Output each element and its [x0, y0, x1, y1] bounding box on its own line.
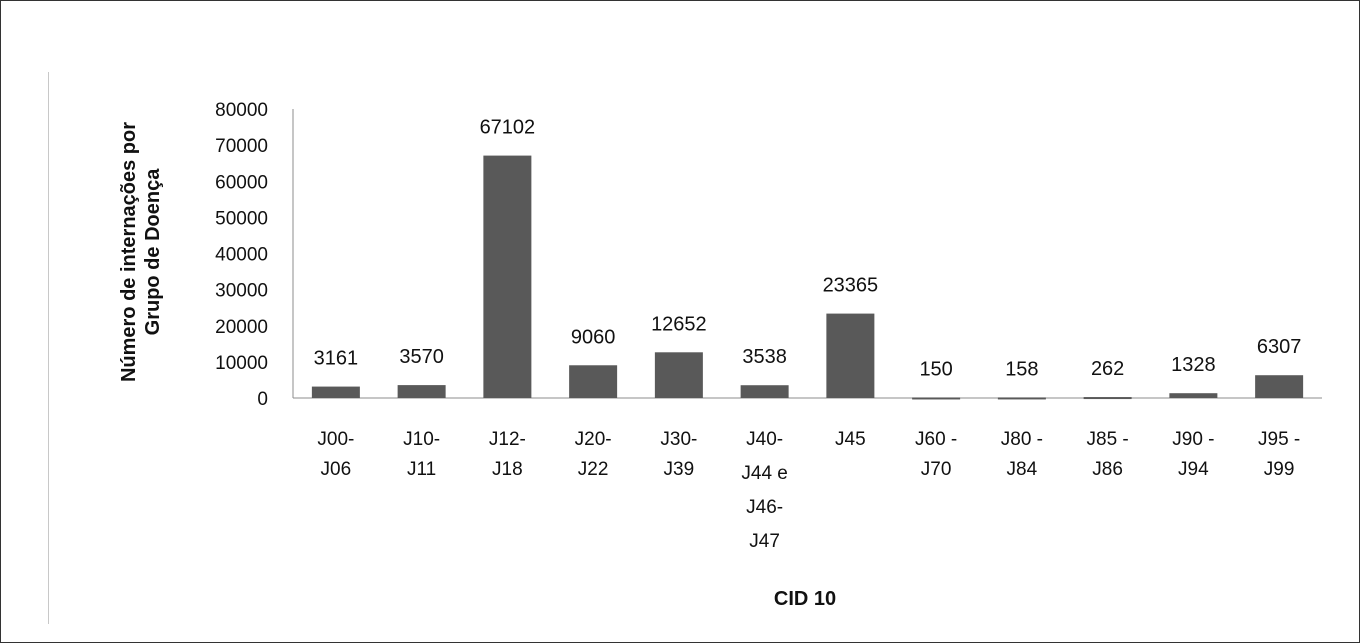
data-label: 23365 [823, 275, 879, 297]
x-tick-label: J11 [407, 459, 436, 480]
x-tick-label: J80 - [1001, 429, 1043, 450]
x-tick-label: J06 [321, 459, 352, 480]
y-tick-label: 20000 [215, 317, 268, 338]
bars [311, 155, 1304, 400]
y-tick-label: 60000 [215, 172, 268, 193]
bar [826, 313, 875, 398]
bar [397, 385, 446, 398]
y-axis-title-line: Número de internações por [118, 122, 140, 382]
x-tick-label: J47 [749, 531, 780, 552]
x-axis-tick-labels: J00- J06 J10- J11 J12- J18 J20- J22 J30- J39 J40- J… [317, 429, 1300, 552]
y-axis-title: Número de internações por Grupo de Doença [118, 122, 164, 382]
y-axis-ticks: 0 10000 20000 30000 40000 50000 60000 70000 8000… [215, 100, 268, 410]
x-tick-label: J44 e [741, 463, 787, 484]
x-tick-label: J84 [1007, 459, 1038, 480]
data-label: 67102 [480, 117, 536, 139]
data-label: 262 [1091, 358, 1124, 380]
y-tick-label: 70000 [215, 136, 268, 157]
data-label: 158 [1005, 358, 1038, 380]
x-tick-label: J22 [578, 459, 609, 480]
bar [654, 352, 703, 398]
data-label: 6307 [1257, 336, 1302, 358]
x-tick-label: J60 - [915, 429, 957, 450]
y-tick-label: 30000 [215, 281, 268, 302]
x-tick-label: J45 [835, 429, 866, 450]
x-tick-label: J95 - [1258, 429, 1300, 450]
bar [997, 397, 1046, 400]
data-label: 9060 [571, 326, 616, 348]
figure-divider [48, 72, 49, 624]
y-tick-label: 50000 [215, 208, 268, 229]
data-label: 12652 [651, 313, 707, 335]
bar [311, 386, 360, 398]
x-tick-label: J00- [317, 429, 354, 450]
x-tick-label: J10- [403, 429, 440, 450]
x-tick-label: J94 [1178, 459, 1209, 480]
x-tick-label: J99 [1264, 459, 1295, 480]
x-tick-label: J12- [489, 429, 526, 450]
x-tick-label: J18 [492, 459, 523, 480]
x-tick-label: J30- [660, 429, 697, 450]
x-tick-label: J90 - [1172, 429, 1214, 450]
bar [740, 385, 789, 398]
data-label: 3538 [742, 346, 787, 368]
bar [569, 365, 618, 398]
data-label: 150 [919, 358, 952, 380]
y-tick-label: 0 [257, 389, 268, 410]
bar [1169, 393, 1218, 398]
x-tick-label: J85 - [1087, 429, 1129, 450]
x-tick-label: J46- [746, 497, 783, 518]
data-label: 3161 [314, 348, 359, 370]
y-axis-title-line: Grupo de Doença [142, 168, 164, 336]
x-tick-label: J86 [1092, 459, 1123, 480]
y-tick-label: 80000 [215, 100, 268, 121]
y-tick-label: 10000 [215, 353, 268, 374]
y-tick-label: 40000 [215, 245, 268, 266]
bar [912, 397, 961, 400]
x-axis-title: CID 10 [774, 588, 836, 610]
bar [1255, 375, 1304, 398]
bar [1083, 397, 1132, 400]
data-label: 3570 [399, 346, 444, 368]
data-label: 1328 [1171, 354, 1216, 376]
bar [483, 155, 532, 398]
x-tick-label: J20- [575, 429, 612, 450]
x-tick-label: J70 [921, 459, 952, 480]
x-tick-label: J40- [746, 429, 783, 450]
data-labels: 3161 3570 67102 9060 12652 3538 23365 150 158 262… [314, 117, 1302, 381]
x-tick-label: J39 [664, 459, 695, 480]
